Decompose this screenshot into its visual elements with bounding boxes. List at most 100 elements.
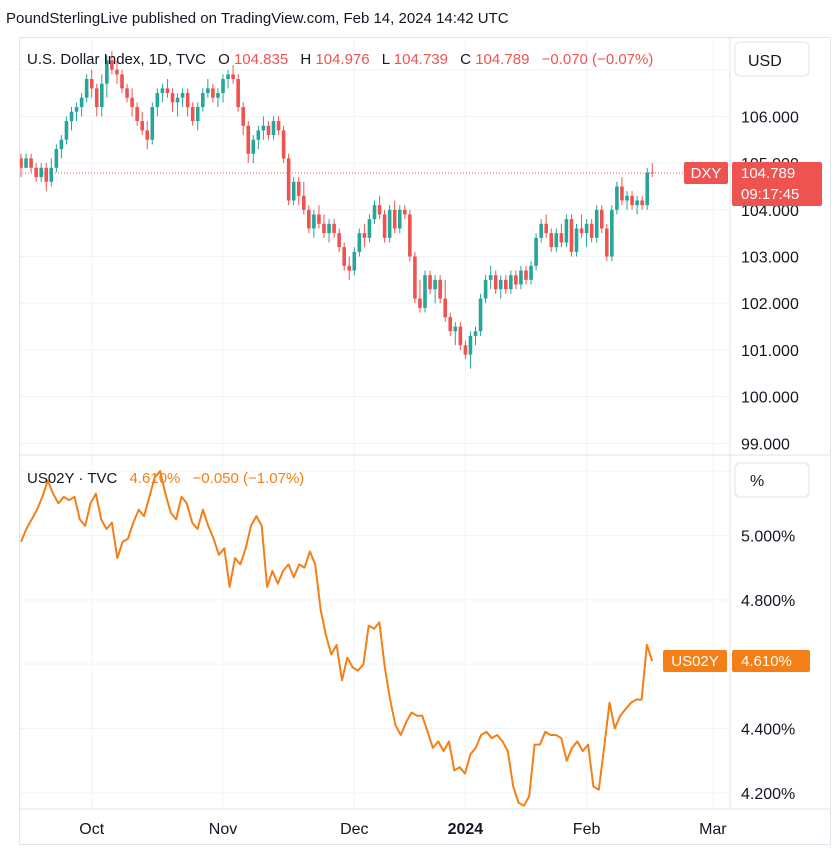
candle-body — [261, 125, 266, 131]
currency-button[interactable]: USD — [734, 41, 810, 77]
candle-body — [94, 88, 99, 108]
candle-body — [423, 275, 427, 308]
candle — [64, 116, 69, 145]
candle-body — [317, 214, 321, 224]
dxy-legend-name: U.S. Dollar Index, 1D, TVC — [27, 51, 206, 68]
candle — [347, 256, 352, 280]
candle — [322, 214, 326, 238]
candle — [519, 265, 523, 290]
candle-body — [433, 279, 437, 290]
candle — [286, 153, 291, 206]
candle-body — [458, 326, 463, 346]
candle-body — [145, 130, 150, 140]
candle — [387, 205, 392, 243]
candle — [150, 102, 155, 145]
candle-body — [140, 121, 144, 131]
candle — [195, 102, 200, 131]
dxy-legend-o-label: O — [218, 51, 230, 68]
candle — [630, 191, 634, 210]
price-tick-label: 100.000 — [741, 390, 799, 407]
candle — [110, 51, 114, 75]
price-tick-label: 102.000 — [741, 296, 799, 313]
candle — [625, 191, 629, 210]
candle-body — [635, 200, 639, 206]
candle-body — [64, 121, 69, 140]
candle-body — [347, 265, 352, 271]
candle — [635, 195, 639, 215]
candle — [574, 223, 579, 257]
candle — [372, 200, 377, 224]
candle — [483, 275, 488, 304]
price-tick-label: 103.000 — [741, 250, 799, 267]
candle-body — [130, 97, 134, 108]
candle-body — [382, 214, 387, 238]
candle — [524, 265, 528, 285]
candle-body — [221, 79, 225, 94]
candle-body — [357, 233, 362, 252]
candle-body — [302, 195, 306, 210]
us02y-last-value: 4.610% — [741, 653, 792, 670]
candle — [498, 275, 503, 299]
candle-body — [554, 233, 559, 248]
candle-body — [170, 93, 175, 103]
dxy-legend-l-label: L — [382, 51, 390, 68]
dxy-legend: U.S. Dollar Index, 1D, TVC O 104.835 H 1… — [27, 51, 653, 68]
candle-body — [216, 93, 220, 98]
candle — [589, 219, 594, 243]
candle — [185, 88, 190, 117]
candle — [236, 74, 240, 112]
candle — [291, 177, 296, 206]
candle-body — [498, 279, 503, 290]
candle-body — [574, 228, 579, 252]
us02y-price-scale[interactable]: 4.200%4.400%4.600%4.800%5.000%5.200% — [741, 464, 795, 803]
candle — [337, 228, 341, 252]
candle-body — [352, 251, 357, 271]
candle-body — [251, 139, 256, 154]
dxy-pane[interactable] — [19, 37, 730, 809]
candle-body — [504, 279, 508, 290]
percent-tick-label: 4.800% — [741, 593, 795, 610]
candle-body — [589, 223, 594, 238]
candle-body — [271, 121, 276, 136]
candle — [397, 205, 402, 234]
candle — [79, 93, 84, 117]
time-scale[interactable]: Oct Nov Dec 2024 Feb Mar — [79, 821, 727, 838]
time-tick-label: 2024 — [448, 821, 484, 838]
candle — [221, 74, 225, 103]
candle-body — [150, 107, 155, 140]
candle — [493, 270, 498, 294]
candle-body — [438, 279, 442, 299]
candle-body — [175, 97, 180, 103]
dxy-legend-low: 104.739 — [394, 51, 448, 68]
dxy-legend-c-label: C — [460, 51, 471, 68]
dxy-candles — [19, 51, 655, 369]
candle-body — [584, 223, 589, 234]
candle — [145, 121, 150, 150]
candle — [266, 121, 271, 140]
candle-body — [534, 237, 538, 266]
candle — [569, 214, 574, 257]
publisher-header: PoundSterlingLive published on TradingVi… — [6, 10, 509, 27]
candle — [428, 270, 432, 294]
candle — [645, 167, 649, 210]
candle — [554, 228, 559, 252]
candle-body — [332, 223, 336, 234]
time-tick-label: Mar — [699, 821, 727, 838]
candle — [549, 228, 554, 252]
candle — [170, 88, 175, 112]
percent-unit-button[interactable]: % — [734, 462, 810, 498]
currency-label: USD — [748, 53, 782, 70]
candle-body — [241, 107, 245, 126]
candle — [155, 88, 160, 117]
candle-body — [115, 69, 119, 75]
candle — [89, 69, 94, 98]
candle — [312, 209, 316, 238]
candle — [296, 177, 301, 206]
dxy-last-value-badges: DXY 104.789 09:17:45 — [684, 161, 822, 206]
dxy-price-scale[interactable]: 99.000 100.000 101.000 102.000 103.000 104.00… — [741, 63, 799, 454]
candle-body — [387, 209, 392, 238]
us02y-pane[interactable] — [19, 470, 730, 807]
candle — [160, 83, 165, 103]
price-tick-label: 101.000 — [741, 343, 799, 360]
candle — [509, 270, 513, 294]
